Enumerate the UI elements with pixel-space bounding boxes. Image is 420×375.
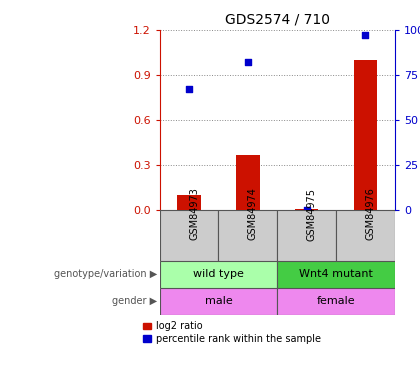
Bar [160,288,277,315]
Bar [160,210,218,261]
Text: GSM84975: GSM84975 [307,188,317,240]
Point [186,86,192,92]
Text: Wnt4 mutant: Wnt4 mutant [299,269,373,279]
Bar [295,209,318,210]
Bar [277,261,395,288]
Bar [354,60,377,210]
Text: wild type: wild type [193,269,244,279]
Text: GSM84973: GSM84973 [189,188,199,240]
Bar [177,195,201,210]
Bar [160,261,277,288]
Point [362,32,369,38]
Bar [277,210,336,261]
Text: GSM84974: GSM84974 [248,188,258,240]
Text: gender ▶: gender ▶ [113,296,158,306]
Title: GDS2574 / 710: GDS2574 / 710 [225,12,330,26]
Point [244,59,251,65]
Text: male: male [205,296,232,306]
Legend: log2 ratio, percentile rank within the sample: log2 ratio, percentile rank within the s… [144,321,321,344]
Bar [218,210,277,261]
Text: female: female [317,296,355,306]
Bar [336,210,395,261]
Bar [277,288,395,315]
Text: genotype/variation ▶: genotype/variation ▶ [54,269,158,279]
Bar [236,154,260,210]
Point [303,207,310,213]
Text: GSM84976: GSM84976 [365,188,375,240]
